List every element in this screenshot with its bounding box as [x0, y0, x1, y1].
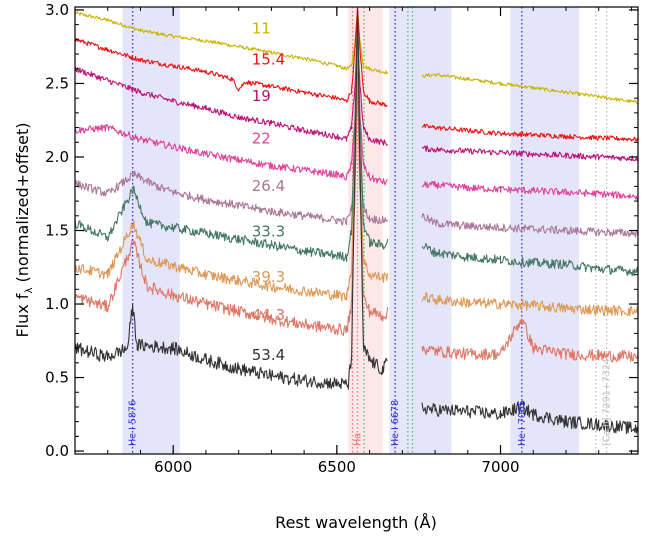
series-line-19-1: [421, 145, 638, 162]
series-line-39.3-0: [75, 43, 389, 302]
series-line-26.4-1: [421, 213, 638, 238]
y-tick-label: 1.0: [45, 295, 69, 313]
y-tick-label: 0.0: [45, 442, 69, 460]
reference-lines: [131, 7, 608, 454]
series-label: 44.3: [252, 306, 285, 324]
series-label: 26.4: [252, 177, 285, 195]
reference-line-labels: He I 5876 Hα He I 6678 He I 7065 [Ca II] 729…: [128, 358, 613, 446]
series-label: 11: [252, 19, 271, 37]
reference-line-label: Hα: [352, 433, 363, 446]
reference-line-label: He I 5876: [128, 400, 139, 446]
y-tick-label: 1.5: [45, 222, 69, 240]
y-tick-label: 2.5: [45, 74, 69, 92]
x-tick-label: 7000: [481, 458, 519, 476]
series-line-53.4-0: [75, 8, 388, 390]
series-line-26.4-0: [75, 83, 389, 226]
series-line-22-0: [75, 51, 388, 186]
x-axis-label: Rest wavelength (Å): [275, 513, 437, 532]
reference-line-label: He I 6678: [390, 400, 401, 446]
reference-line-label: He I 7065: [517, 400, 528, 446]
axes: 6000 6500 7000 0.0 0.5 1.0 1.5 2.0 2.5 3.0: [45, 1, 638, 476]
series-label: 15.4: [252, 50, 285, 68]
series-line-11-0: [75, 10, 389, 75]
reference-line-label: [Ca II] 7291+7324: [602, 358, 613, 446]
y-axis-label-main: Flux f: [13, 293, 32, 337]
y-tick-label: 3.0: [45, 1, 69, 19]
series-line-53.4-1: [421, 401, 638, 435]
series-line-44.3-0: [75, 72, 389, 337]
series-line-44.3-1: [421, 318, 638, 363]
series-label: 33.3: [252, 222, 285, 240]
series-line-33.3-0: [75, 7, 389, 263]
shaded-band-2: [389, 7, 452, 454]
x-tick-label: 6500: [318, 458, 356, 476]
y-tick-label: 0.5: [45, 369, 69, 387]
series-line-15.4-1: [421, 123, 638, 142]
series-line-11-1: [421, 73, 638, 105]
y-axis-label-suffix: (normalized+offset): [13, 122, 32, 287]
series-labels: 11 15.4 19 22 26.4 33.3 39.3 44.3 53.4: [252, 19, 285, 363]
series-line-19-0: [75, 22, 388, 146]
series-label: 22: [252, 130, 271, 148]
series-line-39.3-1: [421, 291, 638, 317]
series-label: 19: [252, 87, 271, 105]
y-axis-label: Flux fλ (normalized+offset): [13, 122, 35, 337]
x-tick-label: 6000: [154, 458, 192, 476]
y-tick-label: 2.0: [45, 148, 69, 166]
series-line-33.3-1: [421, 242, 638, 277]
series-line-22-1: [421, 180, 638, 201]
series-label: 39.3: [252, 268, 285, 286]
series-label: 53.4: [252, 346, 285, 364]
y-axis-label-subscript: λ: [24, 288, 35, 294]
series-line-15.4-0: [75, 7, 388, 108]
spectra-series: [75, 7, 638, 435]
